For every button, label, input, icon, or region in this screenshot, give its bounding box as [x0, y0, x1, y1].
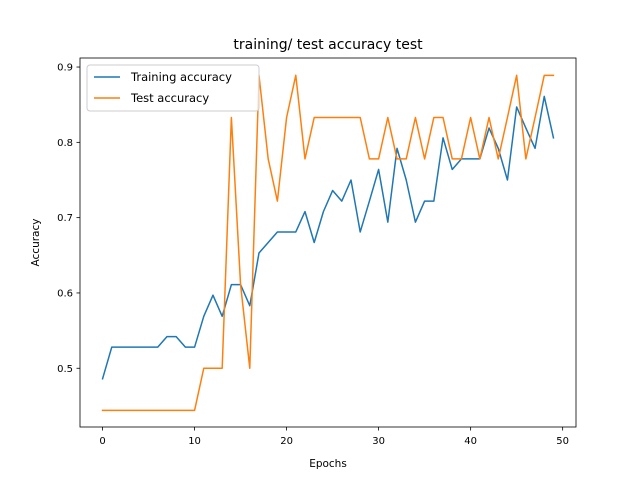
chart-title: training/ test accuracy test — [233, 37, 423, 53]
x-axis-label: Epochs — [309, 458, 347, 470]
x-axis-ticks: 0 10 20 30 40 50 — [99, 427, 569, 447]
y-axis-ticks: 0.5 0.6 0.7 0.8 0.9 — [57, 63, 80, 375]
legend-label-test: Test accuracy — [130, 91, 209, 105]
x-tick-label: 20 — [280, 436, 293, 447]
x-tick-label: 0 — [99, 436, 105, 447]
training-accuracy-line — [101, 95, 555, 380]
x-tick-label: 30 — [372, 436, 385, 447]
legend-label-training: Training accuracy — [130, 70, 232, 84]
x-tick-label: 50 — [556, 436, 569, 447]
legend: Training accuracy Test accuracy — [86, 64, 260, 112]
y-tick-label: 0.6 — [57, 288, 73, 299]
y-tick-label: 0.8 — [57, 138, 73, 149]
y-tick-label: 0.9 — [57, 63, 73, 74]
x-tick-label: 40 — [464, 436, 477, 447]
test-accuracy-line — [101, 74, 555, 412]
y-axis-label: Accuracy — [30, 219, 42, 267]
legend-box — [86, 64, 260, 112]
plot-lines — [101, 74, 555, 412]
x-tick-label: 10 — [188, 436, 201, 447]
plot-frame — [79, 57, 577, 428]
y-tick-label: 0.5 — [57, 364, 73, 375]
y-tick-label: 0.7 — [57, 213, 73, 224]
